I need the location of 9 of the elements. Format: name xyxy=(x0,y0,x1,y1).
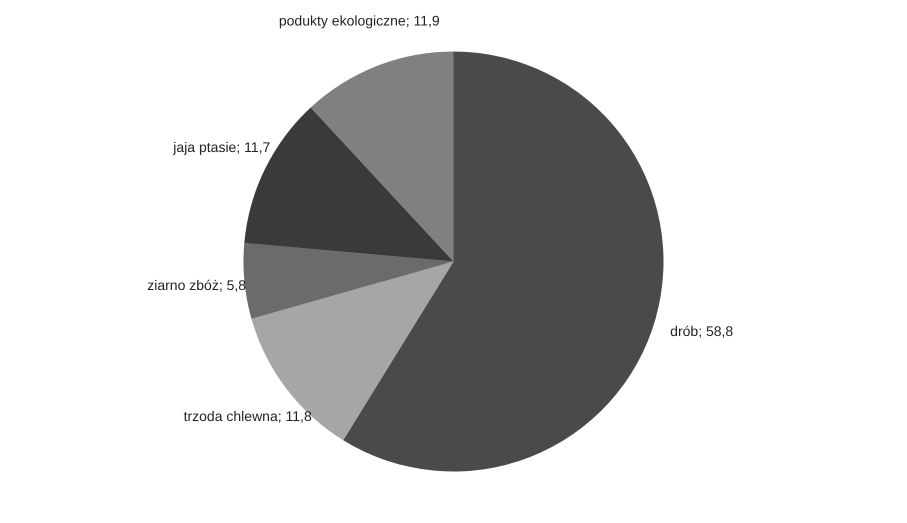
slice-label: podukty ekologiczne; 11,9 xyxy=(278,12,440,28)
slice-label: trzoda chlewna; 11,8 xyxy=(184,408,312,424)
pie-slice xyxy=(244,108,454,262)
slice-label: jaja ptasie; 11,7 xyxy=(172,138,271,155)
pie-slice xyxy=(244,243,454,319)
slice-label: ziarno zbóż; 5,8 xyxy=(147,276,246,293)
slice-label: drób; 58,8 xyxy=(670,322,734,339)
pie-slice xyxy=(310,52,454,262)
pie-slice xyxy=(343,52,664,472)
